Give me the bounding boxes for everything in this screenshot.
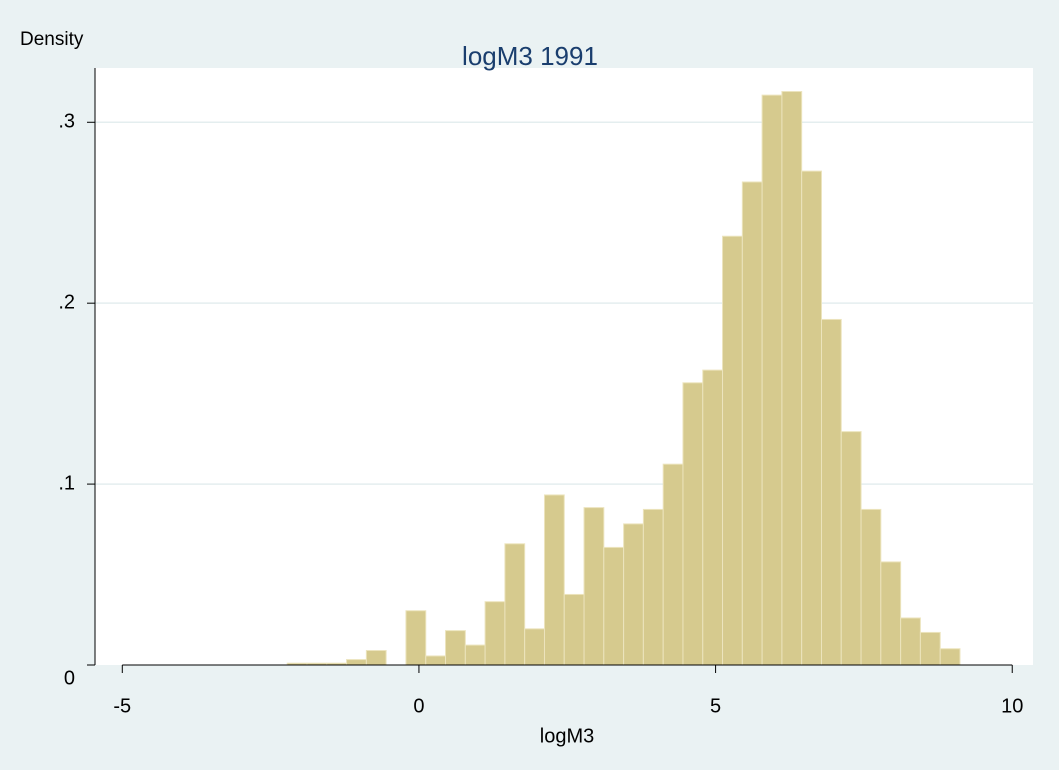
- bar: [880, 561, 902, 666]
- bar: [860, 508, 882, 666]
- bar: [543, 494, 565, 666]
- bar: [820, 318, 842, 666]
- x-tick-label: -5: [113, 695, 131, 717]
- bar: [563, 593, 585, 666]
- bar: [702, 369, 724, 666]
- bar: [405, 610, 427, 666]
- x-tick-label: 5: [710, 695, 721, 717]
- bar: [464, 644, 486, 666]
- bar: [642, 508, 664, 666]
- bar: [425, 655, 447, 666]
- bar: [682, 382, 704, 666]
- bar: [801, 170, 822, 666]
- bar: [365, 650, 387, 666]
- bar: [761, 94, 783, 666]
- bar: [900, 617, 921, 666]
- bar: [583, 507, 605, 666]
- y-axis-title: Density: [20, 29, 84, 50]
- bar: [741, 181, 763, 666]
- bar: [346, 659, 367, 666]
- x-axis-title: logM3: [540, 725, 594, 747]
- y-tick-label: .3: [58, 111, 75, 133]
- bar: [840, 431, 862, 666]
- y-tick-label: 0: [64, 667, 75, 689]
- bar: [662, 463, 684, 666]
- bar: [445, 630, 466, 666]
- bar: [781, 91, 803, 666]
- bar: [939, 648, 961, 666]
- bar: [504, 543, 526, 666]
- bar: [722, 235, 743, 666]
- x-tick-label: 0: [413, 695, 424, 717]
- y-tick-label: .1: [58, 472, 75, 494]
- x-tick-label: 10: [1001, 695, 1023, 717]
- chart-title: logM3 1991: [462, 41, 598, 71]
- y-tick-label: .2: [58, 291, 75, 313]
- bar: [623, 523, 644, 666]
- bar: [524, 628, 545, 666]
- bar: [484, 601, 506, 666]
- bar: [603, 546, 625, 666]
- bar: [919, 631, 941, 666]
